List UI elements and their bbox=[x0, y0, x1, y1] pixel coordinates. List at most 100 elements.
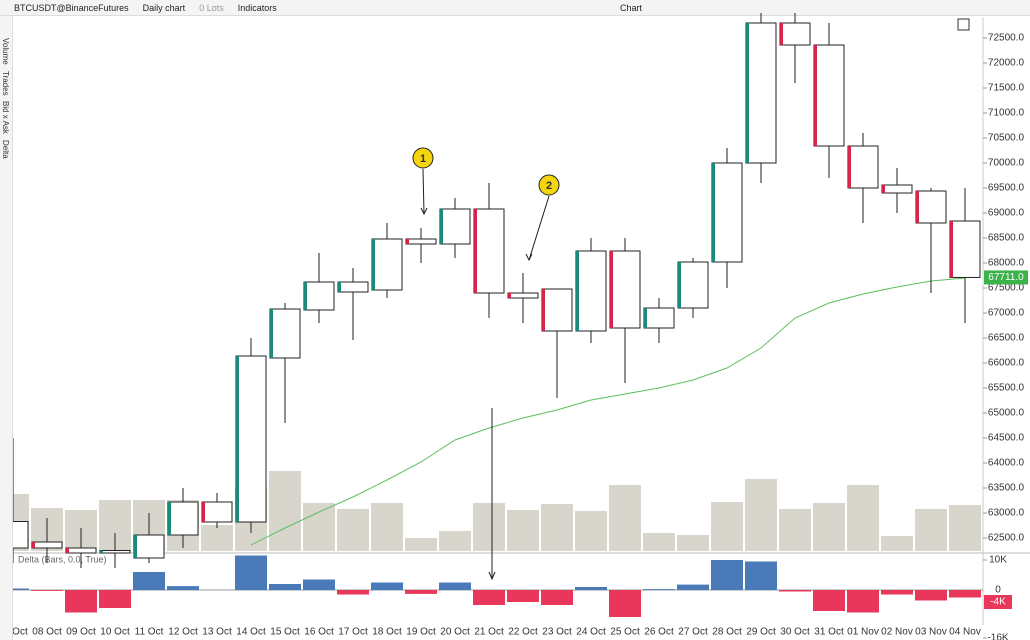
arrow bbox=[528, 195, 550, 261]
volume-bar bbox=[439, 531, 471, 551]
volume-bar bbox=[269, 471, 301, 551]
x-tick-label: 11 Oct bbox=[135, 627, 164, 638]
y-tick-label: 72000.0 bbox=[988, 58, 1025, 69]
annotation-badge bbox=[538, 174, 560, 196]
volume-bar bbox=[847, 485, 879, 551]
x-tick-label: 17 Oct bbox=[338, 627, 368, 638]
delta-last-label: -4K bbox=[990, 597, 1006, 608]
candle-body bbox=[405, 238, 437, 245]
candle-body bbox=[609, 250, 641, 329]
candle-body bbox=[473, 208, 505, 294]
y-tick-label: 65000.0 bbox=[988, 408, 1025, 419]
x-tick-label: 15 Oct bbox=[270, 627, 300, 638]
symbol[interactable]: BTCUSDT@BinanceFutures bbox=[14, 2, 129, 13]
x-tick-label: 26 Oct bbox=[644, 627, 674, 638]
candle-body bbox=[201, 501, 233, 523]
volume-bar bbox=[677, 535, 709, 551]
volume-bar bbox=[779, 509, 811, 551]
y-tick-label: 69000.0 bbox=[988, 208, 1025, 219]
delta-bar bbox=[99, 590, 131, 608]
toolbar: BTCUSDT@BinanceFutures Daily chart 0 Lot… bbox=[0, 0, 1030, 16]
delta-bar bbox=[609, 590, 641, 617]
candle-body bbox=[507, 292, 539, 299]
x-tick-label: 08 Oct bbox=[32, 627, 62, 638]
y-tick-label: 70500.0 bbox=[988, 133, 1025, 144]
delta-bar bbox=[133, 572, 165, 590]
candle-body bbox=[711, 162, 743, 263]
last-price-box bbox=[984, 270, 1028, 285]
indicators[interactable]: Indicators bbox=[237, 2, 277, 13]
volume-bar bbox=[507, 510, 539, 551]
x-tick-label: 14 Oct bbox=[236, 627, 266, 638]
candle-body bbox=[881, 184, 913, 194]
panel-tab[interactable]: Bid x Ask bbox=[1, 101, 10, 135]
delta-bar bbox=[813, 590, 845, 611]
candle-body bbox=[439, 208, 471, 245]
delta-title: Delta (Bars, 0.0, True) bbox=[18, 554, 107, 564]
candle-body bbox=[779, 22, 811, 46]
annotation-label: 2 bbox=[546, 180, 552, 192]
x-tick-label: 23 Oct bbox=[542, 627, 572, 638]
y-tick-label: 65500.0 bbox=[988, 383, 1025, 394]
arrow-head bbox=[420, 207, 428, 216]
volume-bar bbox=[813, 503, 845, 551]
x-tick-label: 18 Oct bbox=[372, 627, 402, 638]
x-tick-label: 30 Oct bbox=[780, 627, 810, 638]
delta-bar bbox=[0, 588, 29, 590]
y-tick-label: 69500.0 bbox=[988, 183, 1025, 194]
delta-bar bbox=[473, 590, 505, 605]
volume-bar bbox=[337, 509, 369, 551]
candle-body bbox=[99, 550, 131, 554]
arrow bbox=[422, 168, 425, 215]
candle-body bbox=[167, 501, 199, 536]
candle-body bbox=[337, 281, 369, 293]
delta-tick-label: 0 bbox=[995, 585, 1001, 596]
volume-bar bbox=[745, 479, 777, 551]
delta-bar bbox=[405, 590, 437, 594]
annotation-label: 1 bbox=[420, 153, 426, 165]
y-tick-label: 68000.0 bbox=[988, 258, 1025, 269]
x-tick-label: 12 Oct bbox=[168, 627, 198, 638]
volume-bar bbox=[711, 502, 743, 551]
x-tick-label: 21 Oct bbox=[474, 627, 504, 638]
panel-tab[interactable]: Volume bbox=[1, 38, 10, 65]
y-tick-label: 64500.0 bbox=[988, 433, 1025, 444]
delta-bar bbox=[235, 555, 267, 590]
x-tick-label: 20 Oct bbox=[440, 627, 470, 638]
candle-body bbox=[269, 308, 301, 359]
scale-button[interactable] bbox=[957, 18, 970, 31]
delta-bar bbox=[881, 590, 913, 595]
panel-tab[interactable]: Delta bbox=[1, 140, 10, 159]
timeframe[interactable]: Daily chart bbox=[142, 2, 186, 13]
candle-body bbox=[575, 250, 607, 332]
candle-body bbox=[65, 547, 97, 554]
delta-bar bbox=[575, 587, 607, 590]
delta-bar bbox=[303, 579, 335, 590]
candle-body bbox=[915, 190, 947, 224]
candle-body bbox=[745, 22, 777, 164]
x-tick-label: 09 Oct bbox=[66, 627, 96, 638]
volume-bar bbox=[881, 536, 913, 551]
sma-line bbox=[250, 277, 966, 546]
volume-bar bbox=[371, 503, 403, 551]
delta-bar bbox=[677, 584, 709, 590]
volume-bar bbox=[405, 538, 437, 551]
candle-body bbox=[133, 534, 165, 559]
x-tick-label: 04 Nov bbox=[949, 627, 981, 638]
delta-bar bbox=[915, 590, 947, 601]
y-tick-label: 71000.0 bbox=[988, 108, 1025, 119]
lots[interactable]: 0 Lots bbox=[199, 2, 224, 13]
volume-bar bbox=[643, 533, 675, 551]
x-tick-label: 24 Oct bbox=[576, 627, 606, 638]
candle-body bbox=[371, 238, 403, 291]
y-tick-label: 63500.0 bbox=[988, 483, 1025, 494]
candle-body bbox=[303, 281, 335, 311]
candle-body bbox=[813, 44, 845, 147]
x-tick-label: 22 Oct bbox=[508, 627, 538, 638]
panel-tab[interactable]: Trades bbox=[1, 70, 10, 96]
delta-bar bbox=[439, 582, 471, 590]
y-tick-label: 67000.0 bbox=[988, 308, 1025, 319]
delta-last-box bbox=[984, 595, 1012, 609]
